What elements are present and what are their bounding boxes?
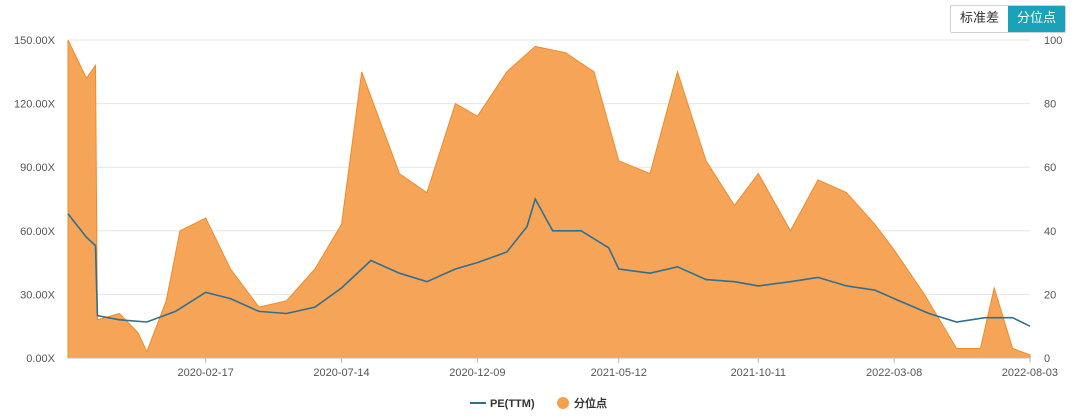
left-tick-label: 90.00X (20, 162, 56, 174)
percentile-area (67, 39, 1031, 359)
right-tick-label: 20 (1044, 289, 1056, 301)
legend-pe-label: PE(TTM) (490, 398, 535, 410)
right-tick-label: 100 (1044, 35, 1062, 47)
x-tick-label: 2021-05-12 (591, 367, 647, 379)
left-axis-ticks: 0.00X 30.00X 60.00X 90.00X 120.00X 150.00X (14, 35, 56, 365)
left-tick-label: 150.00X (14, 35, 56, 47)
left-tick-label: 30.00X (20, 289, 56, 301)
metric-toggle: 标准差 分位点 (949, 5, 1066, 33)
x-tick-label: 2020-12-09 (449, 367, 505, 379)
x-axis-ticks: 2020-02-17 2020-07-14 2020-12-09 2021-05-12… (178, 358, 1058, 379)
right-tick-label: 60 (1044, 162, 1056, 174)
percentile-area-path (67, 39, 1031, 359)
right-tick-label: 80 (1044, 99, 1056, 111)
x-tick-label: 2022-08-03 (1002, 367, 1058, 379)
left-tick-label: 120.00X (14, 99, 56, 111)
left-tick-label: 0.00X (26, 353, 55, 365)
pe-line (67, 196, 1031, 327)
x-tick-label: 2020-07-14 (313, 367, 369, 379)
right-axis-ticks: 0 20 40 60 80 100 (1044, 35, 1062, 365)
legend: PE(TTM) 分位点 (470, 396, 607, 410)
legend-percentile-label: 分位点 (574, 396, 607, 410)
std-dev-button[interactable]: 标准差 (950, 6, 1008, 32)
x-tick-label: 2020-02-17 (178, 367, 234, 379)
right-tick-label: 40 (1044, 226, 1056, 238)
right-tick-label: 0 (1044, 353, 1050, 365)
legend-percentile-swatch (557, 397, 569, 409)
x-tick-label: 2022-03-08 (866, 367, 922, 379)
percentile-button[interactable]: 分位点 (1007, 6, 1065, 32)
x-tick-label: 2021-10-11 (731, 367, 786, 379)
pe-line-path (67, 196, 1031, 327)
left-tick-label: 60.00X (20, 226, 56, 238)
